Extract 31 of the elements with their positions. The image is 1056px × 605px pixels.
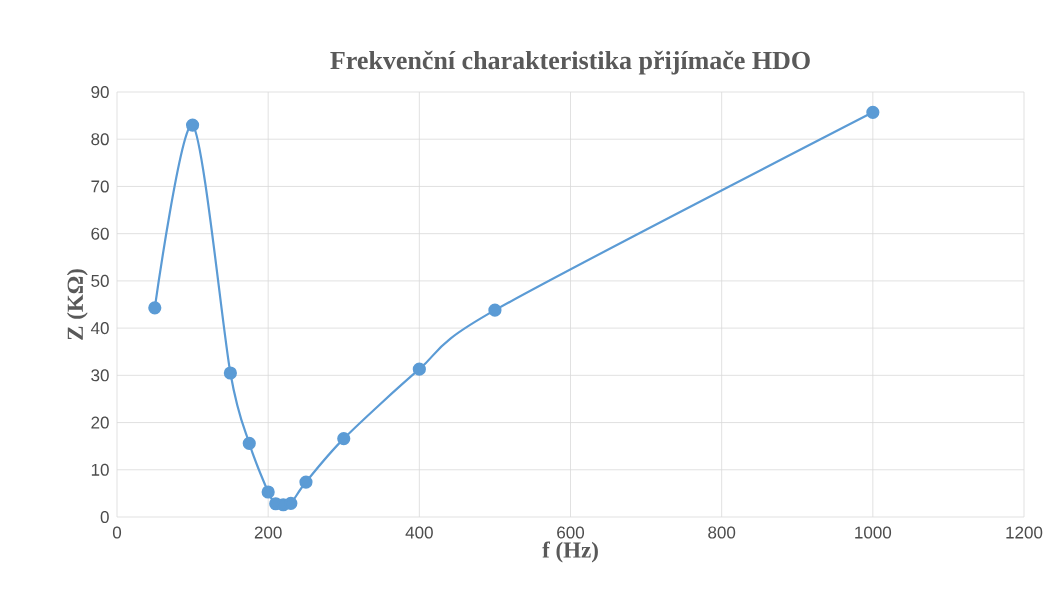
y-tick-label: 0 bbox=[100, 510, 109, 524]
y-tick-label: 40 bbox=[90, 322, 109, 335]
point bbox=[337, 432, 351, 446]
point bbox=[148, 301, 162, 315]
x-tick-label: 200 bbox=[254, 526, 282, 539]
y-tick-label: 70 bbox=[91, 180, 109, 193]
point bbox=[866, 105, 880, 119]
y-tick-label: 10 bbox=[91, 463, 109, 476]
point bbox=[412, 362, 426, 376]
x-tick-label: 1200 bbox=[1006, 526, 1043, 539]
x-axis-title: f (Hz) bbox=[542, 541, 598, 563]
y-axis-title: Z (KΩ) bbox=[66, 269, 88, 340]
x-tick-label: 0 bbox=[112, 526, 122, 539]
y-tick-label: 90 bbox=[91, 85, 109, 99]
x-tick-label: 400 bbox=[405, 526, 433, 539]
chart-title: Frekvenční charakteristika přijímače HDO bbox=[330, 50, 810, 75]
point bbox=[284, 496, 298, 510]
y-tick-label: 60 bbox=[91, 227, 109, 240]
point bbox=[488, 303, 502, 317]
y-tick-label: 20 bbox=[91, 416, 109, 429]
point bbox=[223, 366, 237, 380]
y-tick-label: 50 bbox=[91, 274, 109, 287]
x-tick-label: 800 bbox=[708, 526, 736, 539]
x-tick-label: 600 bbox=[557, 526, 585, 539]
x-tick-label: 1000 bbox=[855, 526, 892, 539]
point bbox=[299, 475, 313, 489]
point bbox=[261, 485, 275, 499]
y-tick-label: 30 bbox=[91, 369, 109, 382]
y-tick-label: 80 bbox=[91, 133, 109, 146]
point bbox=[185, 118, 200, 132]
point bbox=[242, 436, 256, 450]
